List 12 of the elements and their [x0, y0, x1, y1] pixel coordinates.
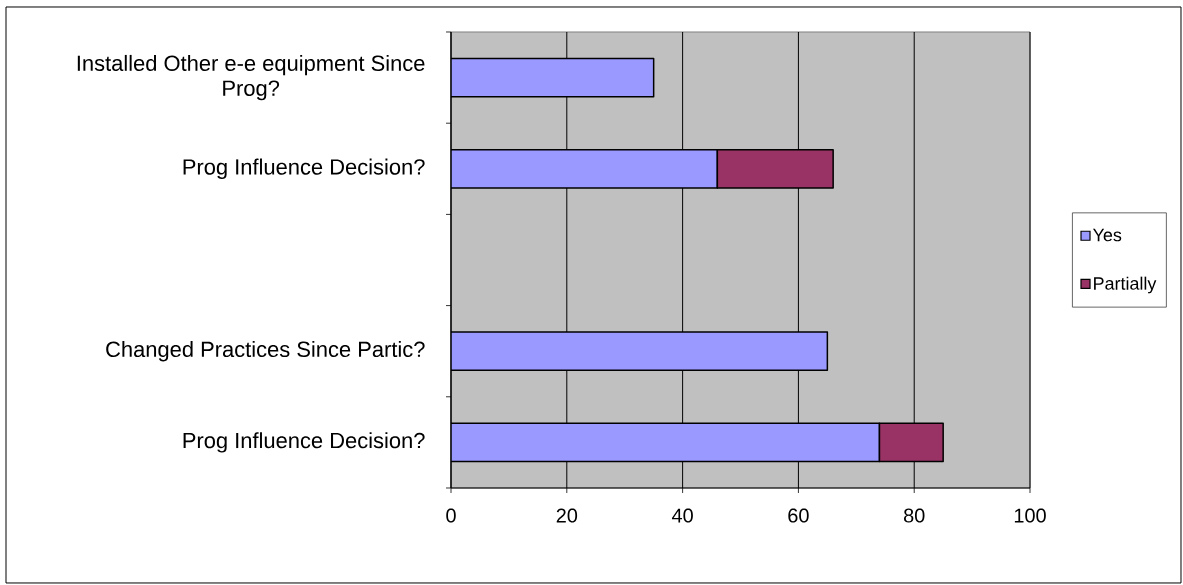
x-tick-label: 60: [788, 508, 809, 523]
x-tick-label: 20: [556, 508, 578, 523]
x-tick-label: 40: [671, 508, 693, 523]
y-tick-label: Prog Influence Decision?: [183, 158, 425, 180]
x-tick-label: 0: [446, 508, 456, 523]
x-tick-label: 80: [903, 508, 925, 523]
legend-label: Yes: [1092, 228, 1122, 242]
y-tick-label: Prog Influence Decision?: [183, 432, 425, 453]
legend-label: Partially: [1094, 276, 1157, 294]
y-tick-label: Changed Practices Since Partic?: [106, 340, 425, 362]
x-tick-label: 100: [1014, 508, 1046, 523]
y-tick-label: Installed Other e-e equipment Since Prog?: [77, 54, 425, 101]
